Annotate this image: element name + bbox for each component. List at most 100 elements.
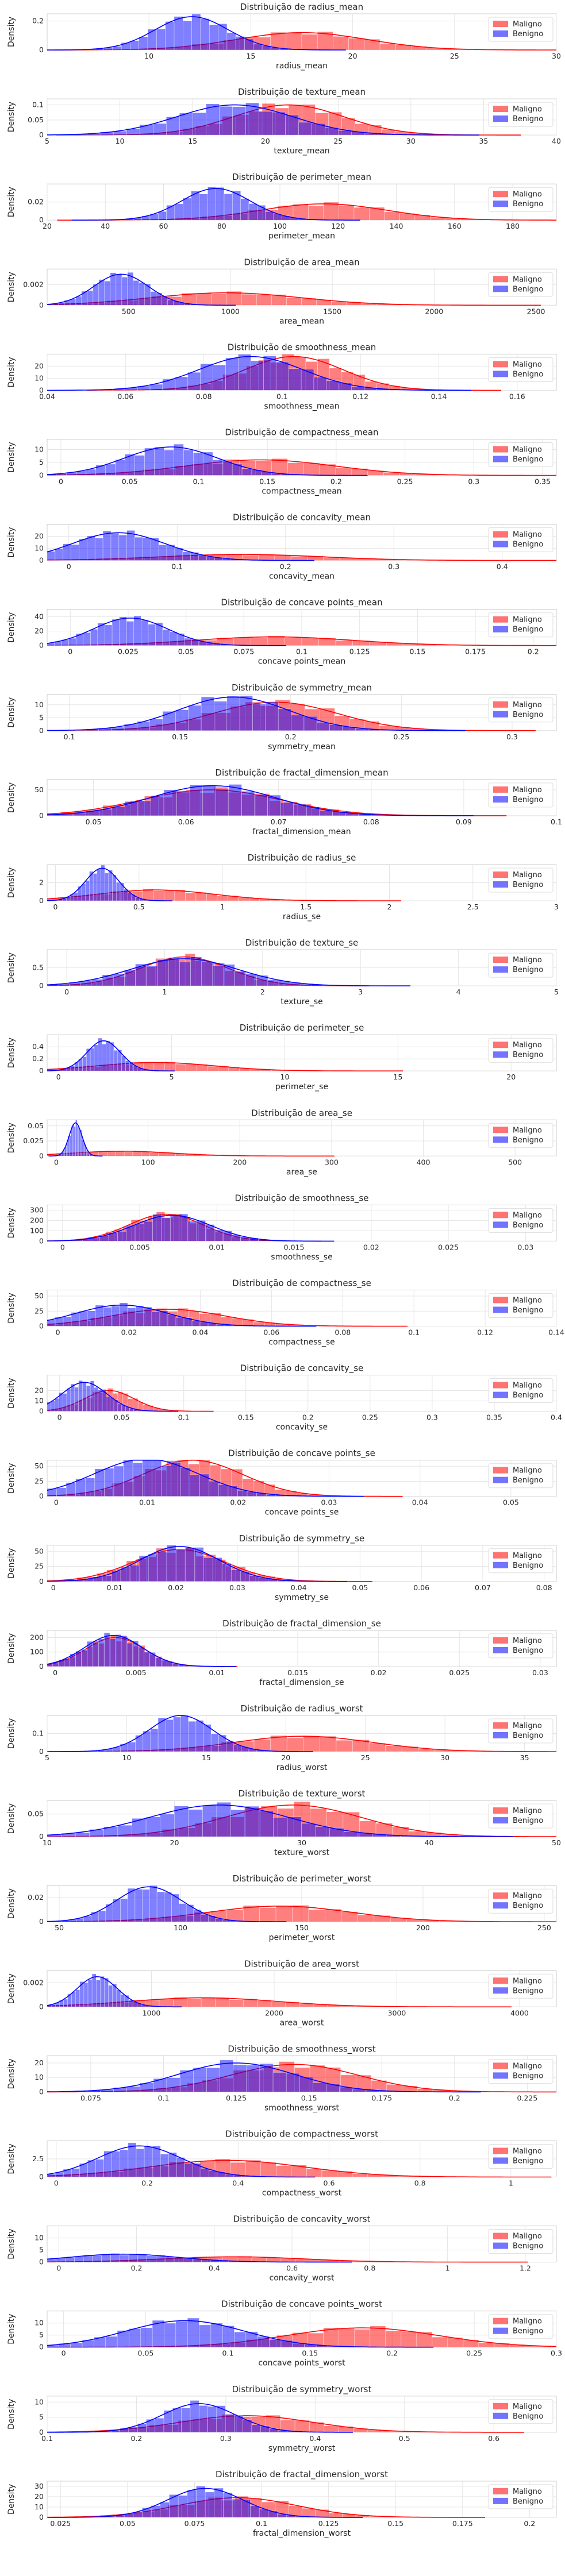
x-tick-label: 0.06	[263, 1328, 279, 1337]
x-tick-label: 0.01	[209, 1243, 225, 1251]
x-axis-label: radius_mean	[276, 61, 328, 71]
hist-bar	[120, 1898, 128, 1922]
hist-bar	[432, 2336, 448, 2347]
y-axis-label: Density	[7, 867, 16, 898]
x-tick-label: 0.04	[192, 1328, 208, 1337]
x-tick-label: 2	[260, 988, 265, 996]
hist-bar	[109, 1042, 114, 1071]
legend-swatch	[493, 1297, 508, 1304]
x-tick-label: 20	[506, 1073, 516, 1081]
kde-line	[47, 2320, 434, 2348]
hist-bar	[92, 2255, 102, 2262]
hist-bar	[241, 2499, 251, 2518]
hist-bar	[183, 21, 192, 51]
hist-bar	[203, 1557, 213, 1582]
hist-bar	[79, 1310, 88, 1326]
y-tick-label: 300	[30, 1205, 44, 1214]
x-tick-label: 0.3	[426, 1413, 438, 1422]
hist-bar	[259, 1810, 274, 1837]
hist-bar	[157, 959, 169, 986]
hist-bar	[108, 870, 113, 901]
x-tick-label: 20	[43, 222, 52, 230]
hist-bar	[246, 2065, 260, 2092]
hist-bar	[100, 1976, 105, 2007]
chart-title: Distribuição de symmetry_se	[239, 1533, 364, 1544]
legend-label: Maligno	[513, 1807, 542, 1815]
hist-bar	[196, 2486, 206, 2518]
x-tick-label: 0.08	[335, 1328, 351, 1337]
chart-panel: Distribuição de symmetry_worst 0.1 0.2 0.3 0…	[7, 2384, 557, 2453]
x-tick-label: 50	[552, 1838, 561, 1847]
hist-bar	[145, 1817, 160, 1837]
hist-bar	[119, 2255, 129, 2262]
x-tick-label: 0.03	[532, 1668, 548, 1677]
legend-swatch	[493, 616, 508, 623]
x-tick-label: 20	[170, 1838, 179, 1847]
legend-swatch	[493, 2232, 508, 2239]
x-tick-label: 0.15	[302, 2349, 318, 2358]
hist-bar	[121, 1055, 126, 1071]
x-tick-label: 0.1	[222, 2349, 233, 2358]
x-tick-label: 0.5	[399, 2434, 410, 2443]
hist-bar	[166, 205, 175, 221]
hist-bar	[156, 29, 166, 51]
x-tick-label: 0.05	[122, 477, 138, 486]
hist-bar	[348, 38, 365, 51]
hist-bar	[160, 2502, 170, 2518]
hist-bar	[126, 1642, 133, 1667]
hist-bar	[173, 1717, 181, 1752]
hist-bar	[265, 211, 274, 221]
hist-bar	[106, 1396, 110, 1412]
hist-bar	[144, 1651, 150, 1667]
x-axis-label: compactness_se	[268, 1338, 335, 1347]
hist-bar	[104, 281, 111, 306]
x-tick-label: 0.4	[232, 2179, 244, 2188]
hist-bar	[85, 880, 90, 901]
chart-title: Distribuição de area_worst	[244, 1958, 359, 1969]
hist-bar	[106, 1040, 110, 1071]
x-tick-label: 200	[233, 1158, 247, 1166]
x-tick-label: 0.01	[139, 1498, 155, 1507]
legend-label: Maligno	[513, 871, 542, 880]
chart-title: Distribuição de area_mean	[244, 257, 359, 268]
chart-title: Distribuição de concave points_se	[228, 1448, 375, 1459]
hist-bar	[328, 2512, 343, 2518]
y-tick-label: 0	[39, 1662, 44, 1671]
legend-swatch	[493, 1042, 508, 1048]
hist-bar	[101, 2254, 111, 2262]
y-tick-label: 0.02	[28, 1893, 44, 1902]
x-axis-label: concavity_mean	[269, 572, 335, 581]
x-tick-label: 0	[62, 2349, 66, 2358]
legend-label: Maligno	[513, 531, 542, 539]
hist-bar	[203, 1724, 212, 1752]
hist-bar	[63, 1317, 72, 1326]
hist-bar	[119, 616, 127, 646]
hist-bar	[64, 1659, 70, 1667]
y-tick-label: 0	[39, 471, 44, 480]
x-tick-label: 0.1	[41, 2434, 53, 2443]
kde-line	[47, 958, 411, 986]
hist-bar	[132, 1463, 143, 1497]
hist-bar	[66, 1388, 71, 1412]
hist-bar	[269, 2339, 282, 2348]
x-tick-label: 1	[162, 988, 167, 996]
y-tick-label: 0.1	[32, 101, 44, 109]
legend-label: Benigno	[513, 796, 543, 804]
hist-bar	[301, 1823, 316, 1837]
legend-swatch	[493, 1051, 508, 1058]
x-tick-label: 0.3	[220, 2434, 232, 2443]
x-tick-label: 0	[60, 1243, 65, 1251]
x-tick-label: 40	[101, 222, 110, 230]
x-tick-label: 1.5	[300, 903, 312, 911]
chart-panel: Distribuição de perimeter_mean 20 40 60 80 10…	[7, 172, 557, 241]
hist-bar	[189, 784, 203, 816]
chart-title: Distribuição de perimeter_worst	[233, 1873, 371, 1884]
chart-title: Distribuição de fractal_dimension_worst	[216, 2469, 388, 2480]
x-tick-label: 0.04	[291, 1583, 307, 1592]
legend-label: Benigno	[513, 2242, 543, 2251]
hist-bar	[148, 1553, 158, 1582]
x-axis-label: compactness_mean	[262, 487, 341, 496]
x-tick-label: 0.2	[285, 732, 297, 741]
